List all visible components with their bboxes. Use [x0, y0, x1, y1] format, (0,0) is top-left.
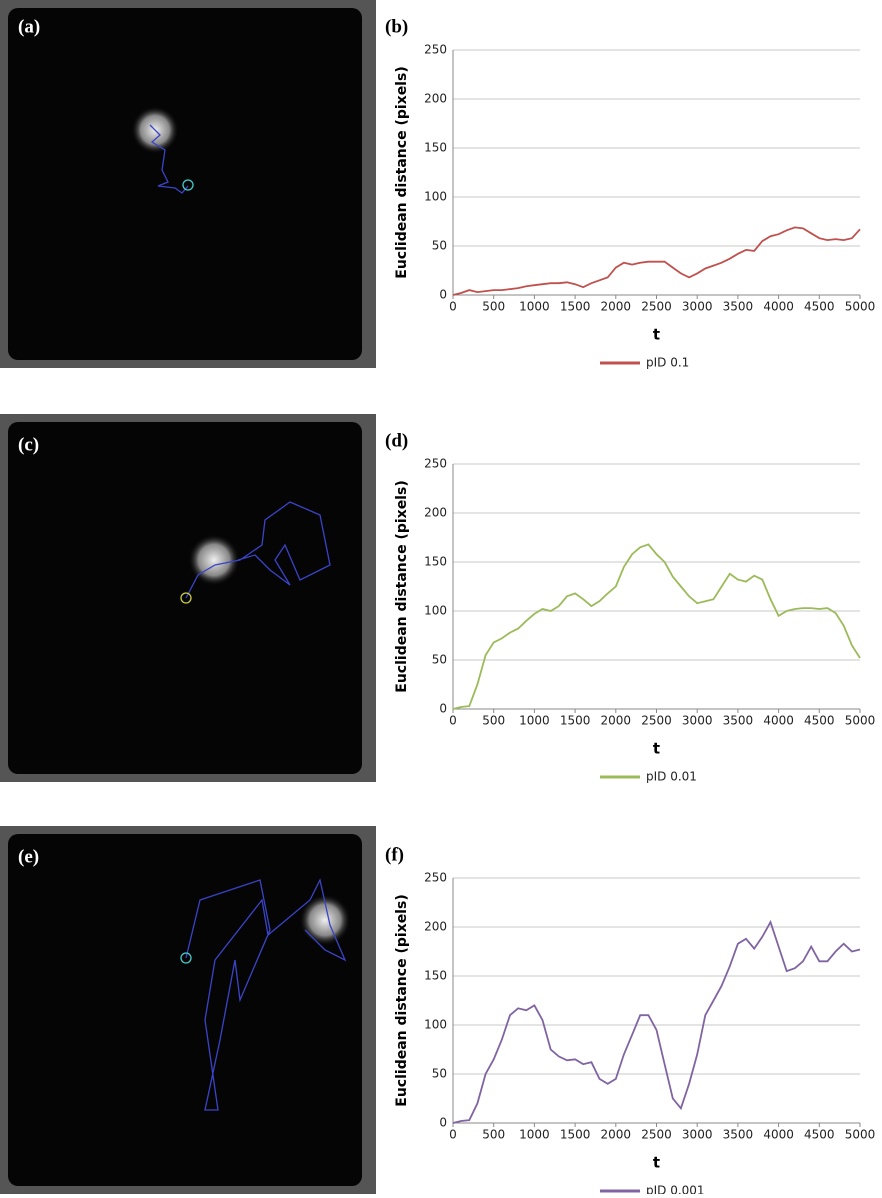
- y-tick-label: 250: [424, 43, 447, 57]
- x-tick-label: 1000: [519, 1128, 550, 1142]
- y-tick-label: 100: [424, 190, 447, 204]
- x-tick-label: 3500: [723, 1128, 754, 1142]
- x-axis-label: t: [653, 1154, 660, 1172]
- panel-label: (b): [385, 16, 408, 37]
- y-tick-label: 100: [424, 1018, 447, 1032]
- x-tick-label: 3500: [723, 300, 754, 314]
- panel-label: (c): [18, 434, 39, 455]
- data-line: [452, 919, 861, 1124]
- y-axis-label: Euclidean distance (pixels): [394, 480, 410, 692]
- x-tick-label: 4500: [804, 300, 835, 314]
- x-axis-label: t: [653, 740, 660, 758]
- y-tick-label: 150: [424, 141, 447, 155]
- x-tick-label: 2500: [641, 714, 672, 728]
- x-tick-label: 3000: [682, 1128, 713, 1142]
- y-tick-label: 200: [424, 92, 447, 106]
- panel-label: (e): [18, 846, 39, 867]
- x-tick-label: 5000: [845, 300, 876, 314]
- x-tick-label: 4500: [804, 1128, 835, 1142]
- y-tick-label: 200: [424, 920, 447, 934]
- panel-label: (d): [385, 430, 408, 451]
- legend-label: pID 0.001: [646, 1184, 705, 1195]
- x-tick-label: 1500: [560, 300, 591, 314]
- legend-label: pID 0.1: [646, 356, 689, 370]
- x-tick-label: 4000: [763, 300, 794, 314]
- x-tick-label: 3000: [682, 714, 713, 728]
- x-tick-label: 2500: [641, 1128, 672, 1142]
- x-tick-label: 5000: [845, 714, 876, 728]
- x-tick-label: 2000: [601, 1128, 632, 1142]
- y-tick-label: 100: [424, 604, 447, 618]
- data-line: [452, 226, 861, 296]
- y-tick-label: 50: [432, 239, 447, 253]
- x-tick-label: 3500: [723, 714, 754, 728]
- y-tick-label: 150: [424, 555, 447, 569]
- panel-label: (f): [385, 844, 404, 865]
- y-tick-label: 250: [424, 871, 447, 885]
- x-axis-label: t: [653, 326, 660, 344]
- x-tick-label: 0: [449, 714, 457, 728]
- y-tick-label: 0: [439, 288, 447, 302]
- legend-label: pID 0.01: [646, 770, 697, 784]
- x-tick-label: 500: [482, 1128, 505, 1142]
- x-tick-label: 3000: [682, 300, 713, 314]
- data-line: [452, 543, 861, 710]
- x-tick-label: 2500: [641, 300, 672, 314]
- x-tick-label: 0: [449, 300, 457, 314]
- y-tick-label: 0: [439, 702, 447, 716]
- x-tick-label: 2000: [601, 300, 632, 314]
- x-tick-label: 1500: [560, 1128, 591, 1142]
- y-axis-label: Euclidean distance (pixels): [394, 66, 410, 278]
- x-tick-label: 4000: [763, 1128, 794, 1142]
- image-panel: (c): [0, 414, 376, 782]
- x-tick-label: 500: [482, 714, 505, 728]
- x-tick-label: 500: [482, 300, 505, 314]
- y-tick-label: 0: [439, 1116, 447, 1130]
- x-tick-label: 1000: [519, 714, 550, 728]
- x-tick-label: 4500: [804, 714, 835, 728]
- panel-label: (a): [18, 16, 40, 37]
- image-panel: (a): [0, 0, 376, 368]
- y-tick-label: 50: [432, 1067, 447, 1081]
- x-tick-label: 4000: [763, 714, 794, 728]
- image-panel: (e): [0, 826, 376, 1194]
- y-tick-label: 200: [424, 506, 447, 520]
- y-tick-label: 150: [424, 969, 447, 983]
- x-tick-label: 1500: [560, 714, 591, 728]
- x-tick-label: 5000: [845, 1128, 876, 1142]
- x-tick-label: 0: [449, 1128, 457, 1142]
- x-tick-label: 1000: [519, 300, 550, 314]
- y-axis-label: Euclidean distance (pixels): [394, 894, 410, 1106]
- y-tick-label: 250: [424, 457, 447, 471]
- x-tick-label: 2000: [601, 714, 632, 728]
- y-tick-label: 50: [432, 653, 447, 667]
